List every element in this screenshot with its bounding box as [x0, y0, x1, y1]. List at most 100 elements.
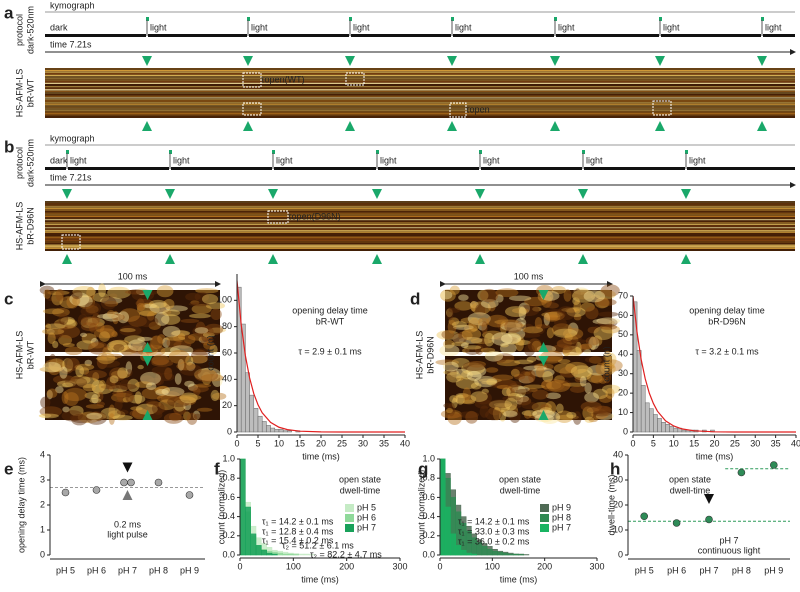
image-texture	[106, 376, 116, 391]
image-texture	[113, 344, 125, 352]
image-texture	[546, 379, 571, 393]
image-texture	[85, 305, 99, 314]
image-texture	[132, 342, 142, 348]
image-texture	[210, 308, 222, 321]
image-texture	[100, 297, 123, 305]
image-texture	[173, 403, 187, 416]
annotation: pH 7	[719, 535, 738, 545]
image-texture	[195, 321, 206, 335]
image-texture	[121, 345, 144, 358]
image-texture	[515, 317, 527, 328]
image-texture	[158, 399, 176, 411]
y-tick-label: 20	[222, 400, 232, 410]
image-texture	[452, 321, 467, 328]
image-texture	[463, 345, 482, 350]
image-texture	[55, 288, 64, 301]
light-triangle	[268, 189, 278, 199]
legend-swatch	[540, 504, 549, 512]
protocol-light: light	[689, 155, 706, 165]
image-texture	[518, 370, 536, 384]
image-texture	[164, 367, 173, 380]
image-texture	[116, 409, 129, 415]
image-texture	[204, 337, 214, 343]
image-texture	[47, 332, 56, 345]
image-texture	[445, 413, 463, 418]
image-texture	[128, 394, 146, 404]
image-texture	[176, 362, 196, 371]
image-texture	[39, 406, 63, 417]
image-texture	[51, 321, 68, 332]
image-texture	[77, 313, 88, 326]
protocol-label: dark-520nm	[25, 139, 35, 187]
image-texture	[491, 382, 509, 389]
x-tick-label: 30	[750, 438, 760, 448]
image-texture	[586, 407, 600, 414]
x-tick-label: 0	[237, 561, 242, 571]
image-texture	[541, 380, 553, 390]
image-texture	[179, 363, 202, 376]
image-texture	[98, 359, 121, 368]
image-texture	[130, 406, 143, 411]
image-texture	[460, 342, 469, 349]
image-texture	[587, 365, 609, 376]
image-texture	[111, 392, 135, 403]
image-texture	[183, 401, 192, 411]
image-texture	[485, 409, 503, 421]
image-texture	[475, 391, 492, 405]
bar	[266, 552, 273, 556]
image-texture	[196, 407, 213, 412]
fit-curve	[632, 295, 796, 433]
image-texture	[556, 414, 579, 420]
image-texture	[122, 397, 131, 403]
legend-label: pH 7	[357, 522, 376, 532]
image-texture	[522, 323, 534, 334]
image-texture	[69, 405, 84, 416]
image-texture	[185, 292, 201, 301]
x-tick-label: 30	[358, 438, 368, 448]
image-texture	[100, 296, 117, 310]
image-texture	[517, 337, 525, 346]
light-marker	[146, 17, 149, 21]
light-marker	[659, 17, 662, 21]
image-texture	[150, 356, 169, 365]
image-texture	[98, 283, 106, 298]
image-texture	[534, 316, 543, 329]
image-texture	[523, 371, 531, 377]
image-texture	[541, 311, 563, 318]
image-texture	[56, 357, 64, 363]
image-texture	[69, 412, 94, 424]
image-texture	[447, 402, 456, 417]
bar	[649, 408, 654, 433]
x-tick-label: 300	[392, 561, 407, 571]
image-texture	[62, 406, 70, 413]
image-texture	[585, 336, 600, 346]
image-texture	[498, 409, 507, 422]
light-triangle	[142, 342, 153, 352]
image-texture	[500, 342, 509, 348]
image-texture	[563, 289, 572, 302]
image-texture	[458, 337, 483, 344]
image-texture	[211, 373, 223, 388]
image-texture	[446, 371, 462, 383]
light-marker	[349, 17, 352, 21]
image-texture	[99, 324, 115, 338]
image-texture	[507, 380, 522, 388]
image-texture	[543, 312, 551, 326]
image-texture	[518, 375, 534, 384]
image-texture	[81, 333, 97, 344]
x-tick-label: 0	[234, 438, 239, 448]
bar	[287, 553, 294, 556]
image-texture	[522, 326, 544, 334]
image-texture	[526, 356, 537, 363]
x-axis-label: time (ms)	[696, 451, 734, 461]
x-tick-label: 100	[485, 561, 500, 571]
image-texture	[203, 341, 216, 350]
image-texture	[506, 384, 527, 399]
image-texture	[551, 344, 573, 354]
bar	[486, 548, 493, 556]
image-texture	[138, 310, 157, 317]
bar	[239, 458, 246, 556]
x-tick-label: pH 9	[764, 565, 783, 575]
image-texture	[470, 300, 477, 312]
image-texture	[521, 410, 538, 416]
